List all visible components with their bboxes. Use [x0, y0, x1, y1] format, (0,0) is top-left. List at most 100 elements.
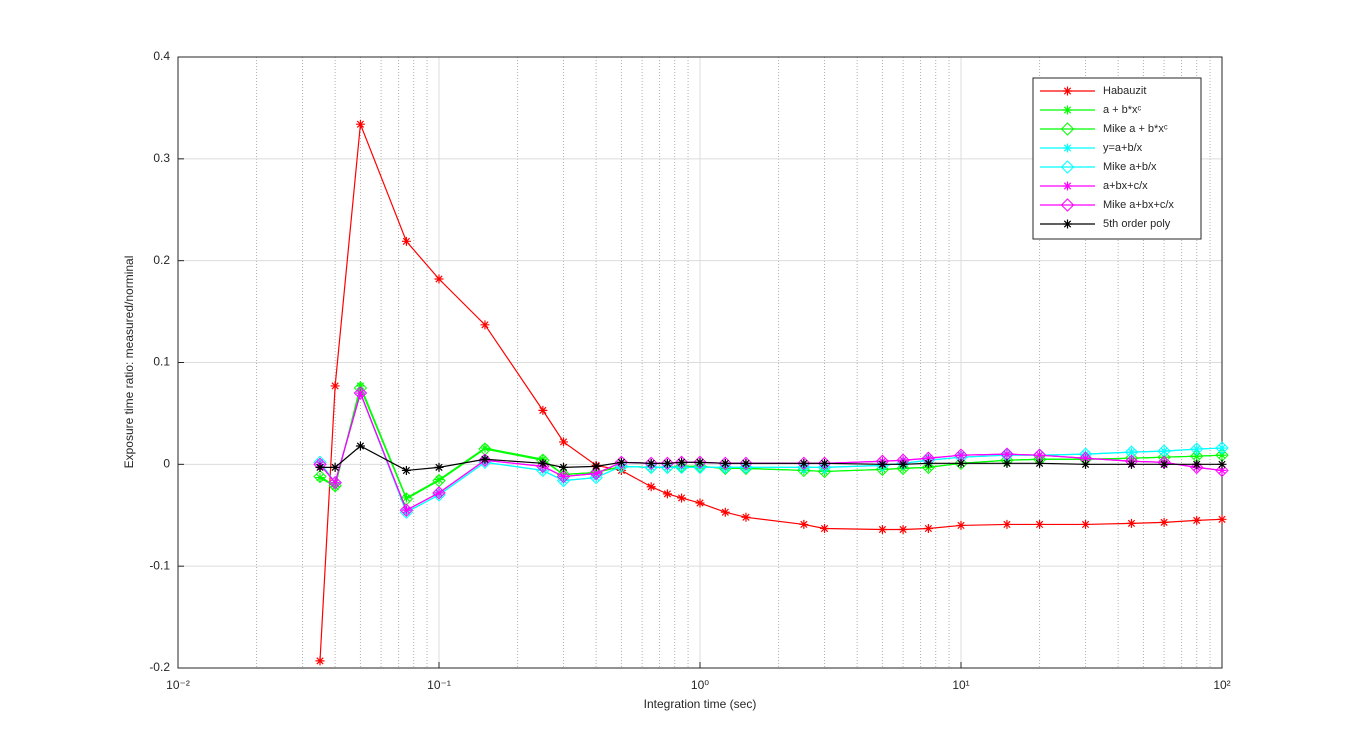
marker	[956, 520, 966, 530]
marker	[1217, 514, 1227, 524]
marker	[797, 456, 811, 471]
marker	[432, 486, 446, 500]
marker	[480, 454, 490, 464]
marker	[315, 656, 325, 666]
marker	[1081, 459, 1091, 469]
marker	[1215, 441, 1229, 455]
marker	[559, 437, 569, 447]
marker	[1063, 181, 1072, 191]
marker	[677, 457, 687, 467]
marker	[353, 386, 368, 400]
marker	[1063, 86, 1072, 96]
marker	[1192, 515, 1202, 525]
marker	[720, 507, 730, 517]
marker	[1063, 219, 1072, 229]
marker	[693, 460, 707, 475]
marker	[674, 455, 689, 470]
marker	[1063, 143, 1072, 153]
marker	[355, 119, 365, 129]
marker	[401, 465, 411, 475]
marker	[1060, 198, 1075, 212]
marker	[718, 461, 733, 476]
marker	[720, 458, 730, 468]
legend-label: a+bx+c/x	[1103, 180, 1148, 192]
marker	[695, 498, 705, 508]
marker	[693, 455, 707, 470]
marker	[896, 456, 910, 471]
marker	[799, 519, 809, 529]
legend-label: Mike a + b*xᶜ	[1103, 123, 1168, 135]
marker	[739, 456, 753, 471]
marker	[399, 492, 414, 506]
marker	[799, 458, 809, 468]
marker	[677, 493, 687, 503]
x-axis-label: Integration time (sec)	[644, 697, 757, 711]
plot-frame	[177, 56, 1223, 669]
marker	[589, 466, 603, 481]
x-tick-label: 10⁻²	[166, 678, 190, 692]
marker	[1126, 459, 1136, 469]
x-tick-label: 10²	[1213, 678, 1230, 692]
legend-box	[1032, 77, 1202, 240]
marker	[591, 461, 601, 471]
marker	[1063, 105, 1072, 115]
marker	[559, 462, 569, 472]
y-tick-label: -0.2	[149, 660, 170, 674]
marker	[1126, 518, 1136, 528]
x-tick-label: 10⁰	[691, 678, 709, 692]
marker	[898, 459, 908, 469]
marker	[1159, 517, 1169, 527]
marker	[718, 456, 733, 471]
marker	[695, 457, 705, 467]
marker	[1189, 460, 1204, 475]
marker	[896, 461, 910, 476]
marker	[434, 462, 444, 472]
marker	[923, 523, 933, 533]
marker	[315, 473, 325, 483]
y-tick-label: 0.1	[153, 355, 170, 369]
marker	[741, 512, 751, 522]
marker	[1002, 519, 1012, 529]
marker	[556, 469, 571, 484]
marker	[1081, 519, 1091, 529]
marker	[820, 458, 830, 468]
marker	[434, 475, 444, 485]
marker	[741, 458, 751, 468]
y-tick-label: -0.1	[149, 558, 170, 572]
marker	[898, 525, 908, 535]
marker	[1159, 459, 1169, 469]
y-tick-label: 0	[163, 457, 170, 471]
legend-label: Habauzit	[1103, 85, 1146, 97]
marker	[1060, 160, 1075, 174]
marker	[434, 274, 444, 284]
legend-label: Mike a+bx+c/x	[1103, 199, 1174, 211]
y-axis-label: Exposure time ratio: measured/norminal	[122, 256, 136, 469]
marker	[355, 441, 365, 451]
marker	[1060, 122, 1075, 136]
marker	[328, 479, 342, 493]
marker	[313, 469, 327, 484]
marker	[1217, 450, 1227, 460]
marker	[877, 459, 887, 469]
x-tick-label: 10⁻¹	[427, 678, 451, 692]
marker	[817, 456, 832, 471]
marker	[399, 503, 414, 517]
legend-label: 5th order poly	[1103, 218, 1171, 230]
legend-label: a + b*xᶜ	[1103, 104, 1142, 116]
marker	[1035, 519, 1045, 529]
marker	[1192, 459, 1202, 469]
marker	[797, 463, 811, 478]
marker	[644, 456, 658, 471]
y-tick-label: 0.3	[153, 151, 170, 165]
marker	[1215, 463, 1229, 478]
legend-label: y=a+b/x	[1103, 142, 1143, 154]
marker	[401, 236, 411, 246]
marker	[1217, 459, 1227, 469]
marker	[538, 405, 548, 415]
marker	[330, 381, 340, 391]
x-tick-label: 10¹	[952, 678, 969, 692]
marker	[480, 320, 490, 330]
marker	[662, 458, 672, 468]
marker	[660, 456, 675, 471]
